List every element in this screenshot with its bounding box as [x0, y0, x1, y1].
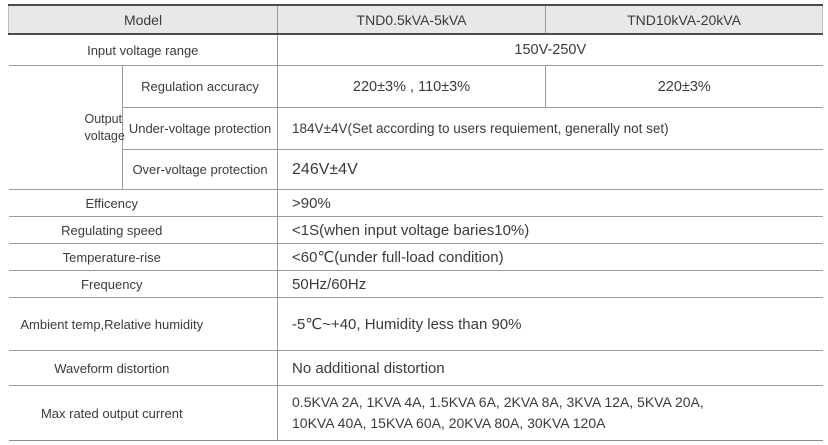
- ambient-value: -5℃~+40, Humidity less than 90%: [277, 297, 823, 351]
- over-voltage-label: Over-voltage protection: [122, 149, 279, 190]
- efficiency-value: >90%: [277, 189, 823, 217]
- under-voltage-value: 184V±4V(Set according to users requiemen…: [277, 107, 823, 150]
- regulation-accuracy-value-small: 220±3% , 110±3%: [277, 65, 547, 108]
- temperature-rise-label: Temperature-rise: [8, 243, 279, 271]
- row-regulating-speed: Regulating speed <1S(when input voltage …: [8, 216, 823, 244]
- ambient-label: Ambient temp,Relative humidity: [8, 297, 279, 351]
- row-under-voltage: Under-voltage protection 184V±4V(Set acc…: [9, 107, 823, 150]
- row-frequency: Frequency 50Hz/60Hz: [8, 270, 823, 298]
- max-current-value-line2: 10KVA 40A, 15KVA 60A, 20KVA 80A, 30KVA 1…: [292, 415, 606, 431]
- max-current-value-line1: 0.5KVA 2A, 1KVA 4A, 1.5KVA 6A, 2KVA 8A, …: [292, 394, 704, 410]
- max-current-value: 0.5KVA 2A, 1KVA 4A, 1.5KVA 6A, 2KVA 8A, …: [277, 385, 823, 441]
- row-efficiency: Efficency >90%: [8, 189, 823, 217]
- row-max-current: Max rated output current 0.5KVA 2A, 1KVA…: [8, 385, 823, 441]
- row-input-voltage: Input voltage range 150V-250V: [8, 34, 823, 66]
- max-current-label: Max rated output current: [8, 385, 279, 441]
- row-ambient: Ambient temp,Relative humidity -5℃~+40, …: [8, 297, 823, 351]
- header-model-cell: Model: [7, 4, 279, 35]
- efficiency-label: Efficency: [8, 189, 279, 217]
- output-voltage-group-label: Output voltage: [8, 65, 125, 190]
- waveform-value: No additional distortion: [277, 350, 823, 386]
- regulation-accuracy-label: Regulation accuracy: [122, 65, 279, 108]
- temperature-rise-value: <60℃(under full-load condition): [277, 243, 823, 271]
- row-waveform: Waveform distortion No additional distor…: [8, 350, 823, 386]
- header-large-models-cell: TND10kVA-20kVA: [545, 4, 824, 35]
- output-voltage-group-label-text: Output voltage: [84, 111, 125, 143]
- regulation-accuracy-value-large: 220±3%: [545, 65, 823, 108]
- frequency-value: 50Hz/60Hz: [277, 270, 823, 298]
- table-header-row: Model TND0.5kVA-5kVA TND10kVA-20kVA: [7, 4, 824, 35]
- regulating-speed-value: <1S(when input voltage baries10%): [277, 216, 823, 244]
- input-voltage-value: 150V-250V: [277, 34, 823, 66]
- row-over-voltage: Over-voltage protection 246V±4V: [9, 149, 823, 190]
- regulating-speed-label: Regulating speed: [8, 216, 279, 244]
- row-regulation-accuracy: Output voltage Regulation accuracy 220±3…: [8, 65, 823, 190]
- specification-table: Model TND0.5kVA-5kVA TND10kVA-20kVA Inpu…: [7, 4, 824, 441]
- input-voltage-label: Input voltage range: [8, 34, 279, 66]
- frequency-label: Frequency: [8, 270, 279, 298]
- waveform-label: Waveform distortion: [8, 350, 279, 386]
- row-temperature-rise: Temperature-rise <60℃(under full-load co…: [8, 243, 823, 271]
- under-voltage-label: Under-voltage protection: [122, 107, 279, 150]
- header-small-models-cell: TND0.5kVA-5kVA: [277, 4, 547, 35]
- over-voltage-value: 246V±4V: [277, 149, 823, 190]
